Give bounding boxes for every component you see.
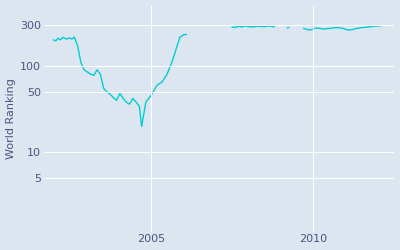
Y-axis label: World Ranking: World Ranking [6,78,16,159]
